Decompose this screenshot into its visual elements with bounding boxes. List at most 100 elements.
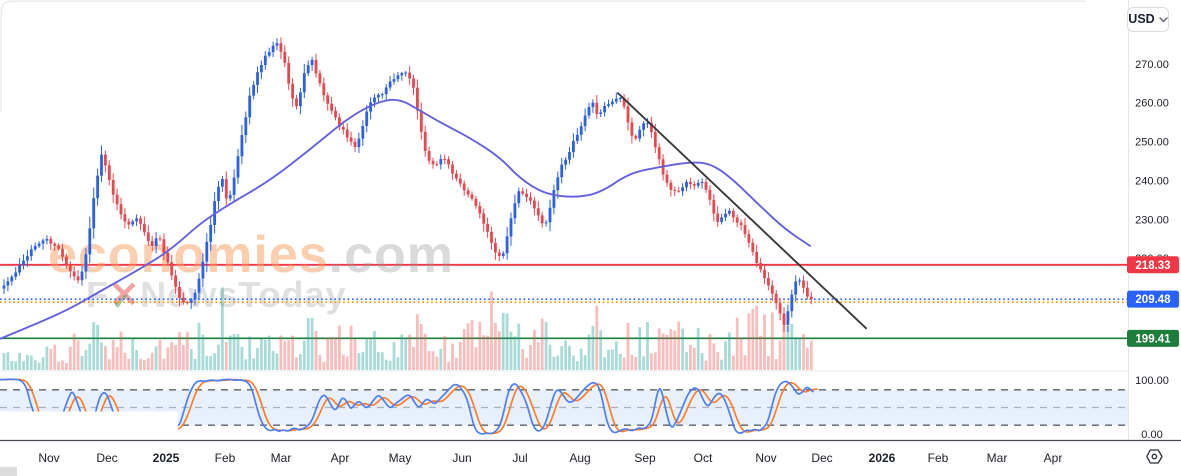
volume-bar [287, 340, 291, 370]
volume-bar [583, 355, 587, 370]
candle [139, 215, 142, 231]
dividers [0, 0, 1181, 442]
month-label: Feb [215, 451, 236, 465]
candle [322, 77, 326, 102]
candle [696, 179, 700, 189]
candle [334, 106, 337, 121]
volume-bar [622, 357, 626, 370]
candle [244, 111, 248, 143]
volume-bar [416, 314, 419, 370]
candle [759, 257, 762, 273]
volume-bar [802, 333, 805, 370]
candle [236, 148, 240, 185]
volume-bar [263, 339, 267, 370]
volume-bar [700, 353, 704, 370]
candle [396, 71, 400, 82]
downtrend-line[interactable] [617, 92, 867, 330]
volume-bar [146, 358, 150, 370]
candle [197, 272, 201, 299]
volume-bar [579, 348, 583, 370]
volume-bar [618, 353, 622, 370]
candle [408, 66, 411, 85]
volume-bar [665, 334, 669, 370]
candle [22, 254, 25, 270]
level-lines-solid [0, 263, 1128, 340]
volume-bar [509, 331, 513, 370]
volume-bar [310, 317, 314, 370]
candle [630, 117, 634, 144]
candle [575, 128, 579, 144]
month-label: May [389, 451, 412, 465]
volume-bar [587, 334, 591, 370]
volume-bar [256, 347, 259, 370]
volume-bar [763, 314, 766, 370]
volume-bar [431, 351, 435, 370]
volume-bar [696, 327, 700, 370]
candle [486, 217, 489, 238]
volume-bar [92, 322, 96, 370]
candle [708, 184, 712, 206]
volume-bar [29, 355, 33, 370]
volume-bar [41, 357, 45, 370]
candle [345, 123, 349, 143]
volume-bar [599, 330, 603, 370]
volume-bar [743, 355, 747, 370]
volume-bar [548, 344, 552, 370]
candle [462, 180, 466, 196]
volume-bar [642, 356, 645, 370]
candle [716, 206, 720, 227]
volume-bar [384, 359, 388, 370]
candle [735, 214, 739, 228]
volume-bar [248, 336, 252, 370]
volume-bar [720, 359, 723, 370]
volume-bar [595, 305, 599, 370]
currency-selector[interactable]: USD [1127, 7, 1169, 32]
candle [135, 214, 138, 227]
candle [568, 146, 571, 165]
candle [283, 45, 287, 68]
watermark-brand: economies.com [48, 226, 454, 284]
candle [92, 187, 96, 239]
volume-bar [334, 337, 337, 370]
volume-bar [412, 347, 415, 370]
volume-bar [650, 353, 653, 370]
time-axis[interactable]: Nov Dec 2025 Feb Mar Apr May Jun Jul Aug Sep Oct Nov… [38, 451, 1062, 465]
candle [37, 241, 41, 248]
volume-bar [544, 321, 548, 370]
volume-bar [462, 329, 466, 370]
volume-bar [564, 340, 567, 370]
volume-bar [653, 352, 657, 370]
volume-bar [306, 318, 310, 370]
candle [416, 79, 419, 120]
volume-bar [458, 341, 462, 370]
volume-bar [482, 335, 486, 370]
candle [677, 186, 681, 193]
volume-bar [716, 351, 720, 370]
candle [556, 171, 560, 199]
candle [310, 56, 314, 71]
candle [388, 75, 392, 91]
candle [53, 242, 57, 251]
candle [439, 154, 443, 170]
candle [497, 248, 501, 262]
volume-bar [408, 334, 411, 370]
volume-bar [751, 309, 755, 370]
candle [782, 307, 786, 332]
volume-bar [731, 355, 735, 370]
volume-bar [275, 353, 279, 370]
candle [435, 161, 439, 167]
candle [540, 212, 544, 228]
candle [326, 92, 330, 111]
volume-bar [158, 339, 162, 370]
svg-text:218.33: 218.33 [1135, 260, 1170, 272]
price-axis[interactable]: 270.00260.00250.00240.00230.00220.00210.… [1127, 59, 1179, 441]
candle [747, 229, 751, 248]
candle [607, 99, 610, 108]
settings-button[interactable] [1145, 447, 1163, 465]
candle [767, 272, 770, 291]
candle [240, 124, 244, 165]
volume-bar [568, 345, 571, 370]
